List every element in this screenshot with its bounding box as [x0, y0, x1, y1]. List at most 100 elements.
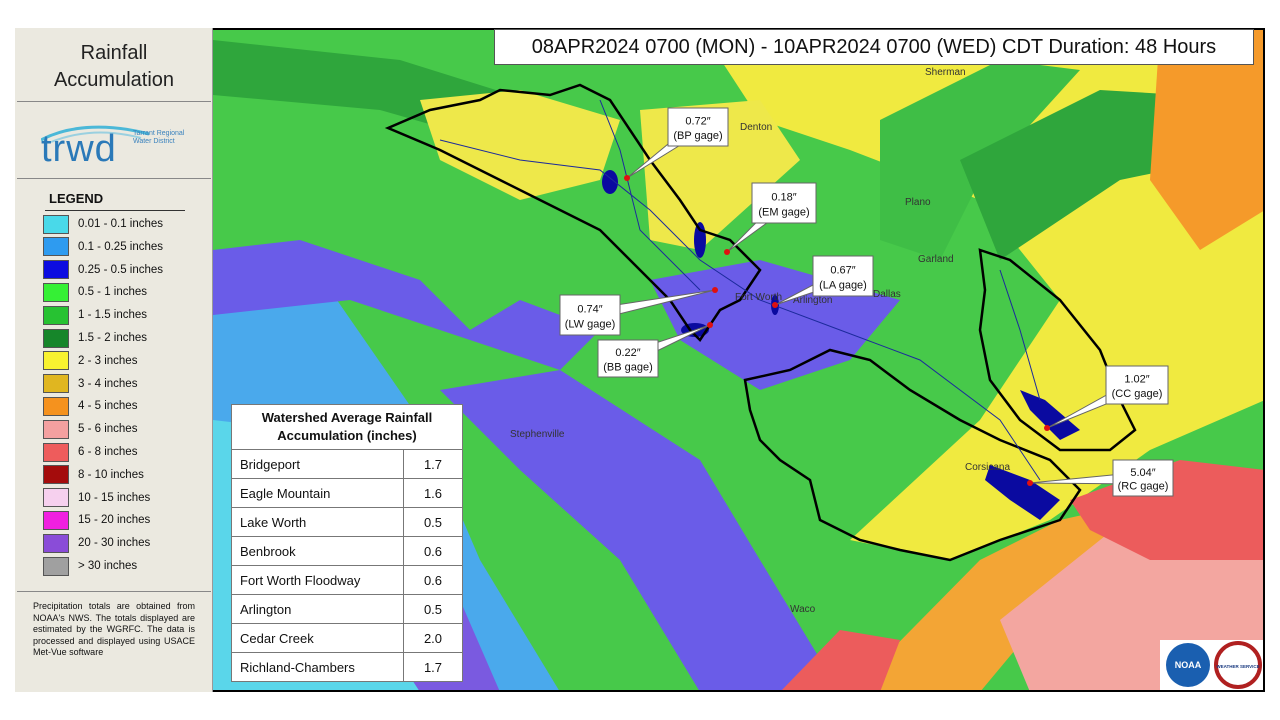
watershed-name: Richland-Chambers — [231, 652, 404, 682]
noaa-badge — [1166, 643, 1210, 687]
watershed-name: Benbrook — [231, 536, 404, 566]
legend-item: 1.5 - 2 inches — [43, 328, 147, 348]
legend-swatch — [43, 351, 69, 371]
place-label: Stephenville — [510, 429, 565, 440]
gage-point — [1027, 480, 1033, 486]
agency-badges: NOAA WEATHER SERVICE — [1160, 640, 1265, 692]
table-row: Lake Worth 0.5 — [231, 507, 463, 537]
legend-swatch — [43, 328, 69, 348]
legend-label: 2 - 3 inches — [78, 354, 138, 367]
table-row: Eagle Mountain 1.6 — [231, 478, 463, 508]
legend-label: 1.5 - 2 inches — [78, 332, 148, 344]
legend-item: 1 - 1.5 inches — [43, 305, 147, 325]
table-row: Benbrook 0.6 — [231, 536, 463, 566]
legend-label: 6 - 8 inches — [78, 446, 138, 458]
watershed-value: 0.6 — [403, 565, 463, 595]
watershed-value: 0.5 — [403, 507, 463, 537]
sidebar: Rainfall Accumulation trwd Tarrant Regio… — [15, 28, 213, 692]
gage-point — [772, 302, 778, 308]
gage-point — [707, 322, 713, 328]
legend-item: > 30 inches — [43, 556, 137, 576]
divider — [45, 210, 185, 211]
place-label: Arlington — [793, 295, 832, 306]
legend-item: 3 - 4 inches — [43, 374, 137, 394]
legend-swatch — [43, 556, 69, 576]
legend-item: 10 - 15 inches — [43, 488, 150, 508]
legend-label: 10 - 15 inches — [78, 491, 151, 504]
gage-point — [724, 249, 730, 255]
callout-box — [812, 255, 874, 297]
legend-swatch — [43, 260, 69, 280]
legend-label: 4 - 5 inches — [78, 400, 138, 413]
watershed-outlines — [384, 83, 1137, 562]
legend-item: 0.25 - 0.5 inches — [43, 260, 163, 280]
gage-name: (BB gage) — [603, 361, 653, 373]
table-title: Watershed Average Rainfall Accumulation … — [231, 404, 463, 450]
gage-name: (LA gage) — [819, 280, 867, 292]
table-row: Richland-Chambers 1.7 — [231, 652, 463, 682]
logo-subtext: Tarrant Regional Water District — [133, 130, 185, 145]
callout-box — [1105, 365, 1169, 405]
place-label: Garland — [918, 254, 954, 265]
legend-swatch — [43, 396, 69, 416]
watershed-value: 1.6 — [403, 478, 463, 508]
legend-item: 0.1 - 0.25 inches — [43, 237, 163, 257]
legend-swatch — [43, 533, 69, 553]
nws-badge — [1214, 641, 1262, 689]
table-row: Bridgeport 1.7 — [231, 449, 463, 479]
legend-item: 0.01 - 0.1 inches — [43, 214, 163, 234]
gage-point — [624, 175, 630, 181]
place-label: Corsicana — [965, 462, 1010, 473]
place-label: Sherman — [925, 67, 966, 78]
watershed-value: 2.0 — [403, 623, 463, 653]
divider — [17, 591, 211, 592]
legend-label: 20 - 30 inches — [78, 537, 151, 550]
legend-label: 3 - 4 inches — [78, 377, 138, 390]
legend-label: > 30 inches — [78, 560, 138, 572]
legend-label: 0.25 - 0.5 inches — [78, 263, 164, 276]
gage-callouts: 0.72″ (BP gage) 0.18″ (EM gage) 0.67″ (LA gag… — [559, 107, 1174, 497]
legend-swatch — [43, 419, 69, 439]
legend-item: 5 - 6 inches — [43, 419, 137, 439]
watershed-value: 1.7 — [403, 449, 463, 479]
gage-name: (RC gage) — [1118, 481, 1169, 493]
watershed-value: 0.6 — [403, 536, 463, 566]
place-label: Plano — [905, 197, 931, 208]
legend-item: 4 - 5 inches — [43, 396, 137, 416]
note: Precipitation totals are obtained from N… — [33, 601, 195, 658]
legend-swatch — [43, 282, 69, 302]
table-row: Cedar Creek 2.0 — [231, 623, 463, 653]
legend-item: 6 - 8 inches — [43, 442, 137, 462]
gage-value: 5.04″ — [1130, 467, 1155, 479]
gage-value: 0.18″ — [771, 191, 796, 203]
divider — [17, 101, 211, 102]
date-range-header: 08APR2024 0700 (MON) - 10APR2024 0700 (W… — [494, 29, 1254, 65]
legend-label: 0.01 - 0.1 inches — [78, 218, 164, 230]
gage-point — [1044, 425, 1050, 431]
logo-swoosh — [41, 125, 150, 143]
watershed-table: Watershed Average Rainfall Accumulation … — [231, 404, 463, 682]
noaa-label: NOAA — [1175, 660, 1202, 670]
gage-value: 0.22″ — [615, 347, 640, 359]
legend-swatch — [43, 488, 69, 508]
legend-swatch — [43, 214, 69, 234]
gage-value: 0.72″ — [685, 116, 710, 128]
place-label: Denton — [740, 122, 772, 133]
watershed-value: 0.5 — [403, 594, 463, 624]
gage-name: (CC gage) — [1112, 388, 1163, 400]
legend-swatch — [43, 510, 69, 530]
gage-point — [712, 287, 718, 293]
place-labels: Plano Garland Dallas Fort Worth Arlington Ste… — [510, 67, 1010, 615]
gage-name: (LW gage) — [565, 319, 616, 331]
legend-item: 20 - 30 inches — [43, 533, 150, 553]
watershed-value: 1.7 — [403, 652, 463, 682]
gage-name: (BP gage) — [673, 130, 722, 142]
watershed-name: Cedar Creek — [231, 623, 404, 653]
legend-label: 0.5 - 1 inches — [78, 286, 148, 299]
callout-box — [597, 339, 659, 378]
watershed-name: Eagle Mountain — [231, 478, 404, 508]
legend-item: 0.5 - 1 inches — [43, 282, 147, 302]
legend-label: 5 - 6 inches — [78, 423, 138, 436]
legend-label: 1 - 1.5 inches — [78, 309, 148, 322]
